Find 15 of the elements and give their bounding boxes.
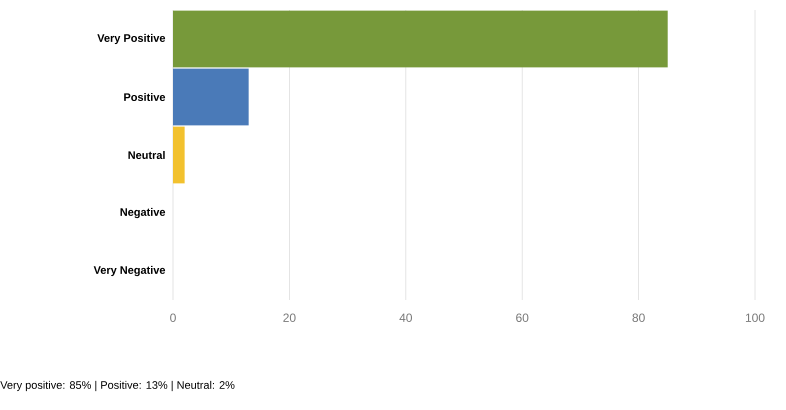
- y-tick-label: Very Positive: [97, 34, 166, 44]
- bar: [173, 68, 249, 126]
- bar: [173, 10, 668, 68]
- x-tick-label: 80: [632, 314, 645, 322]
- x-tick-label: 60: [516, 314, 528, 322]
- x-tick-label: 20: [283, 314, 296, 322]
- y-tick-label: Neutral: [128, 150, 165, 160]
- x-tick-label: 0: [170, 314, 176, 322]
- y-tick-label: Very Negative: [94, 266, 166, 276]
- x-tick-label: 40: [399, 314, 412, 322]
- y-tick-label: Positive: [124, 92, 166, 102]
- y-tick-label: Negative: [120, 208, 166, 218]
- x-tick-label: 100: [746, 314, 765, 322]
- bar: [173, 126, 185, 184]
- text: Very positive: 85% | Positive: 13% | Neutral: 2%: [0, 380, 234, 392]
